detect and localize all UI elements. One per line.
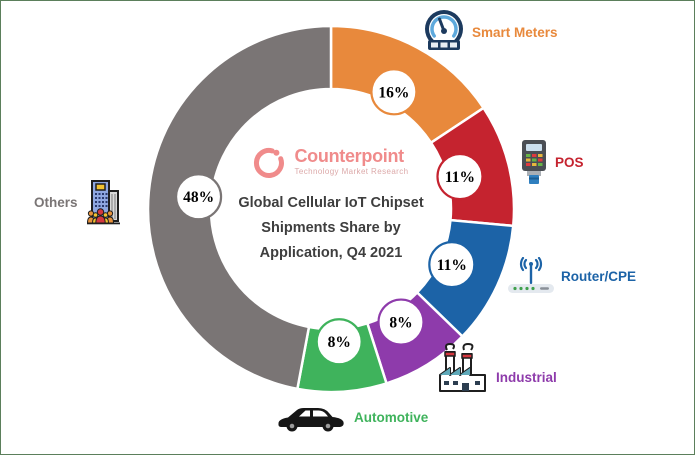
percent-value: 11% bbox=[437, 257, 467, 274]
legend-automotive: Automotive bbox=[276, 401, 428, 433]
legend-industrial: Industrial bbox=[435, 343, 557, 393]
chart-title-line-2: Shipments Share by bbox=[261, 220, 401, 236]
pos-terminal-icon bbox=[522, 140, 546, 184]
legend-label: Router/CPE bbox=[561, 268, 637, 284]
legend-label: Industrial bbox=[496, 370, 557, 385]
legend-label: Smart Meters bbox=[472, 24, 558, 40]
legend-smart-meters: Smart Meters bbox=[422, 9, 558, 55]
legend-pos: POS bbox=[519, 139, 584, 185]
building-people-icon bbox=[86, 180, 120, 225]
chart-title-line-1: Global Cellular IoT Chipset bbox=[238, 195, 424, 211]
router-icon bbox=[508, 257, 554, 293]
percent-bubble-industrial bbox=[377, 298, 425, 346]
car-icon bbox=[278, 408, 344, 432]
counterpoint-logo: Counterpoint Technology Market Research bbox=[181, 141, 481, 181]
chart-center: Counterpoint Technology Market Research … bbox=[181, 141, 481, 266]
percent-value: 16% bbox=[378, 84, 409, 101]
percent-value: 11% bbox=[445, 169, 475, 186]
factory-icon bbox=[439, 343, 486, 392]
chart-title: Global Cellular IoT Chipset Shipments Sh… bbox=[181, 191, 481, 266]
legend-label: Others bbox=[34, 194, 78, 210]
counterpoint-logo-icon bbox=[254, 147, 285, 178]
donut-segment-others bbox=[146, 24, 333, 391]
percent-bubble-smart-meters bbox=[370, 68, 418, 116]
legend-router-cpe: Router/CPE bbox=[507, 257, 636, 295]
percent-value: 48% bbox=[183, 189, 214, 206]
logo-subtext: Technology Market Research bbox=[294, 167, 409, 176]
chart-title-line-3: Application, Q4 2021 bbox=[259, 245, 403, 261]
legend-others: Others bbox=[34, 179, 123, 225]
percent-value: 8% bbox=[389, 315, 412, 332]
percent-bubble-pos bbox=[436, 152, 484, 201]
legend-label: Automotive bbox=[354, 409, 429, 425]
percent-bubble-automotive bbox=[315, 318, 363, 366]
percent-bubble-others bbox=[174, 173, 223, 221]
percent-value: 8% bbox=[328, 334, 351, 351]
smart-meter-gauge-icon bbox=[425, 10, 463, 50]
percent-bubble-router-cpe bbox=[428, 240, 476, 289]
logo-text: Counterpoint bbox=[294, 146, 404, 166]
legend-label: POS bbox=[555, 154, 584, 170]
